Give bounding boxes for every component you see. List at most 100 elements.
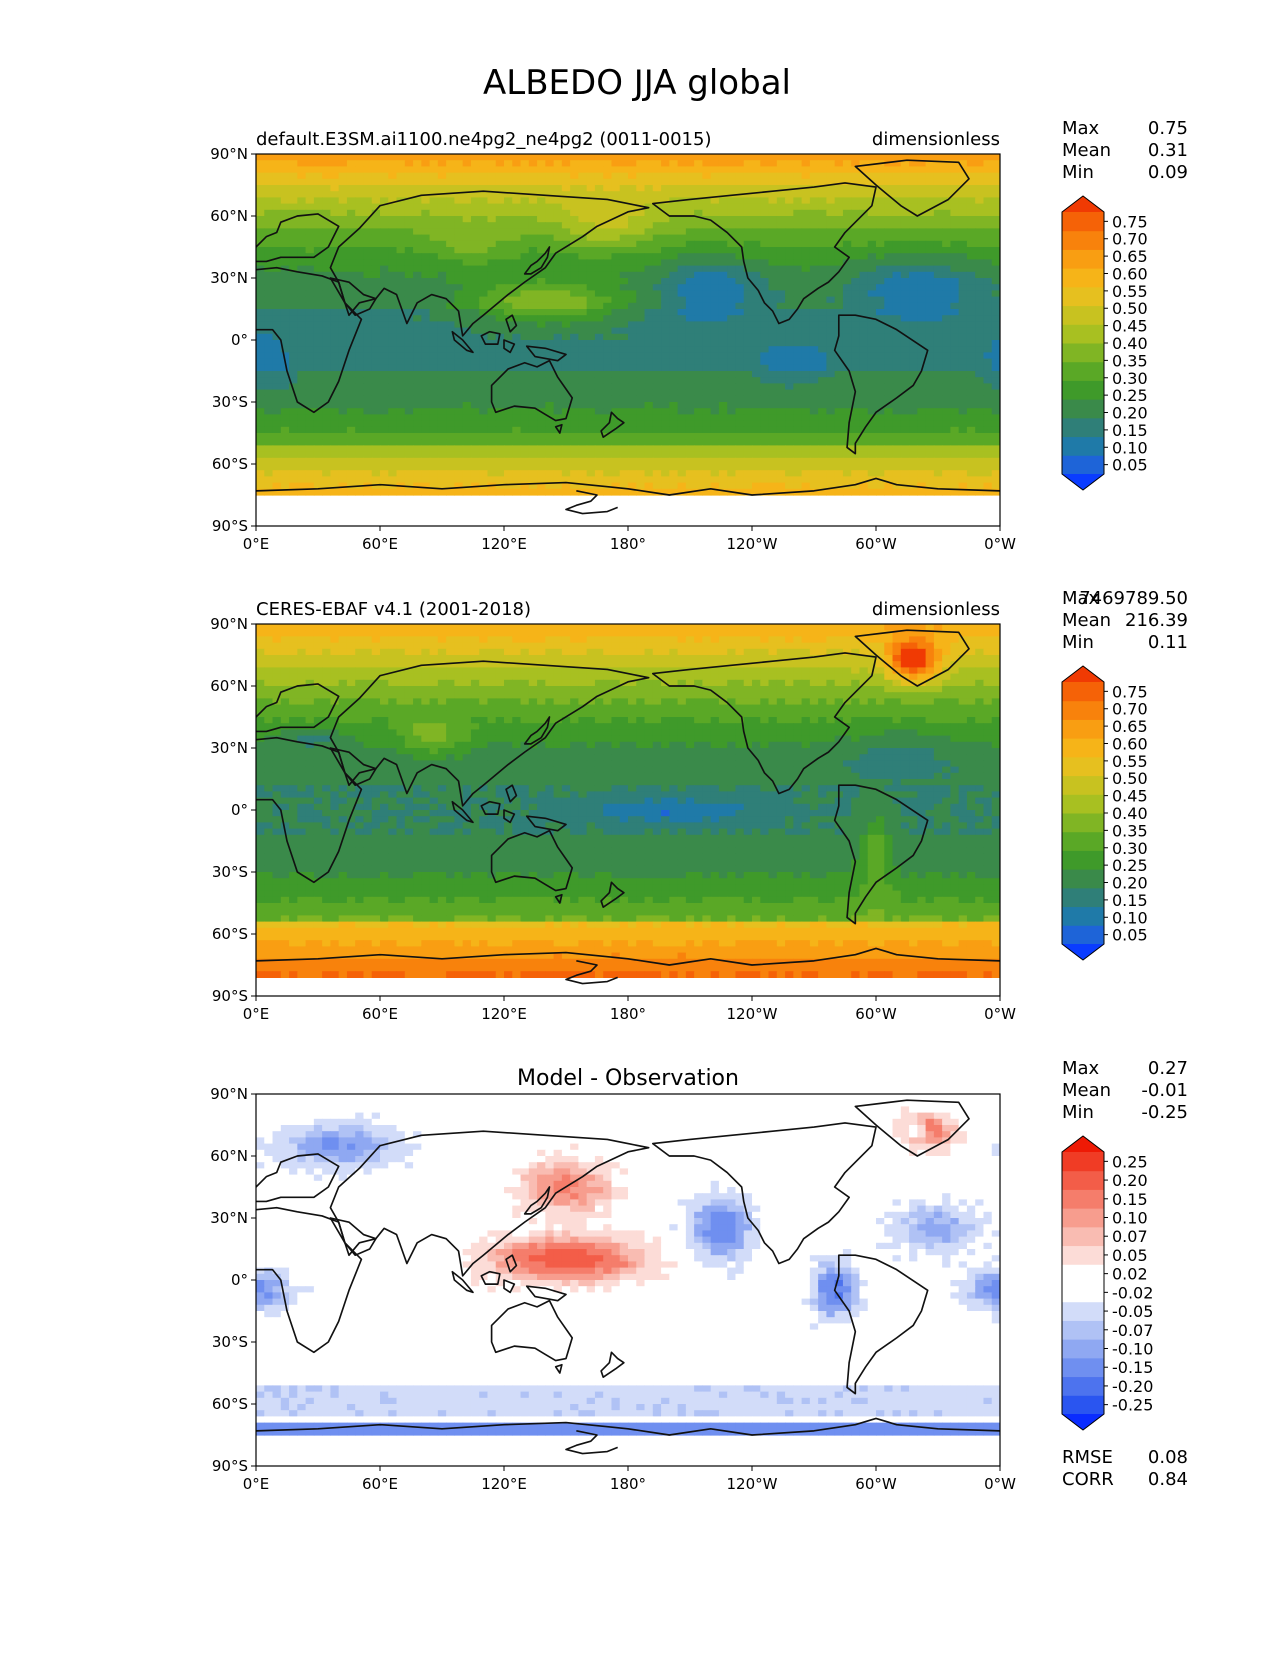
lon-tick-label: 0°E (243, 1475, 270, 1493)
colorbar: 0.250.200.150.100.070.050.02-0.02-0.05-0… (1062, 1136, 1153, 1430)
colorbar-segment (1062, 268, 1104, 287)
metric-label: RMSE (1062, 1447, 1113, 1468)
lat-tick-label: 60°N (210, 1147, 248, 1165)
colorbar-segment (1062, 794, 1104, 813)
stat-value: -0.25 (1141, 1102, 1188, 1123)
colorbar-tick-label: 0.15 (1112, 891, 1148, 910)
colorbar-tick-label: 0.55 (1112, 752, 1148, 771)
lon-tick-label: 0°E (243, 1005, 270, 1023)
figure-title: ALBEDO JJA global (483, 63, 791, 103)
units-label: dimensionless (872, 599, 1000, 620)
lon-tick-label: 120°E (481, 1005, 527, 1023)
colorbar-extend-min (1062, 1414, 1104, 1430)
lon-tick-label: 60°E (362, 1005, 398, 1023)
lat-tick-label: 60°S (212, 1395, 248, 1413)
panel-2: CERES-EBAF v4.1 (2001-2018) dimensionless… (210, 588, 1275, 1023)
colorbar: 0.750.700.650.600.550.500.450.400.350.30… (1062, 196, 1148, 490)
colorbar-segment (1062, 850, 1104, 869)
colorbar-tick-label: 0.70 (1112, 230, 1148, 249)
colorbar-tick-label: 0.30 (1112, 369, 1148, 388)
colorbar-segment (1062, 362, 1104, 381)
colorbar-tick-label: 0.65 (1112, 717, 1148, 736)
colorbar-segment (1062, 813, 1104, 832)
lat-tick-label: 90°N (210, 145, 248, 163)
colorbar-extend-max (1062, 196, 1104, 212)
colorbar-tick-label: 0.75 (1112, 212, 1148, 231)
colorbar-tick-label: 0.15 (1112, 1190, 1148, 1209)
colorbar-tick-label: 0.50 (1112, 769, 1148, 788)
colorbar-tick-label: -0.10 (1112, 1340, 1153, 1359)
colorbar-tick-label: -0.07 (1112, 1321, 1153, 1340)
stat-value: 216.39 (1125, 610, 1188, 631)
colorbar-tick-label: 0.02 (1112, 1265, 1148, 1284)
lat-tick-label: 60°N (210, 207, 248, 225)
colorbar-tick-label: -0.25 (1112, 1396, 1153, 1415)
lat-tick-label: 30°S (212, 393, 248, 411)
colorbar-segment (1062, 701, 1104, 720)
stat-value: 0.31 (1148, 140, 1188, 161)
stat-value: 0.09 (1148, 162, 1188, 183)
colorbar-segment (1062, 1395, 1104, 1414)
colorbar-segment (1062, 1264, 1104, 1283)
colorbar-extend-max (1062, 1136, 1104, 1152)
lat-tick-label: 90°S (212, 517, 248, 535)
lon-tick-label: 120°W (727, 1005, 778, 1023)
lon-tick-label: 0°W (984, 535, 1016, 553)
panel-title: Model - Observation (517, 1066, 739, 1091)
stat-label: Mean (1062, 140, 1111, 161)
colorbar-segment (1062, 1358, 1104, 1377)
colorbar-tick-label: 0.10 (1112, 438, 1148, 457)
panel-title: CERES-EBAF v4.1 (2001-2018) (256, 599, 531, 620)
lon-tick-label: 60°W (855, 1005, 897, 1023)
lon-tick-label: 180° (610, 1475, 646, 1493)
colorbar-segment (1062, 1189, 1104, 1208)
colorbar-tick-label: 0.65 (1112, 247, 1148, 266)
lon-tick-label: 120°E (481, 535, 527, 553)
stat-label: Min (1062, 632, 1094, 653)
colorbar-tick-label: 0.07 (1112, 1227, 1148, 1246)
colorbar-segment (1062, 682, 1104, 701)
lon-tick-label: 60°W (855, 1475, 897, 1493)
colorbar-segment (1062, 343, 1104, 362)
colorbar-segment (1062, 231, 1104, 250)
colorbar-segment (1062, 324, 1104, 343)
colorbar-tick-label: 0.20 (1112, 874, 1148, 893)
metric-label: CORR (1062, 1469, 1114, 1490)
colorbar-extend-min (1062, 474, 1104, 490)
colorbar-tick-label: 0.05 (1112, 926, 1148, 945)
colorbar-segment (1062, 832, 1104, 851)
colorbar-tick-label: 0.50 (1112, 299, 1148, 318)
colorbar-segment (1062, 1283, 1104, 1302)
lat-tick-label: 60°S (212, 455, 248, 473)
lat-tick-label: 0° (231, 801, 248, 819)
lon-tick-label: 120°W (727, 535, 778, 553)
colorbar-segment (1062, 869, 1104, 888)
lat-tick-label: 60°S (212, 925, 248, 943)
lat-tick-label: 30°N (210, 269, 248, 287)
colorbar-segment (1062, 306, 1104, 325)
colorbar-tick-label: 0.05 (1112, 1246, 1148, 1265)
colorbar-segment (1062, 1246, 1104, 1265)
stat-label: Min (1062, 162, 1094, 183)
lat-tick-label: 0° (231, 331, 248, 349)
colorbar-segment (1062, 888, 1104, 907)
lon-tick-label: 60°W (855, 535, 897, 553)
lat-tick-label: 90°N (210, 615, 248, 633)
stat-value: 0.27 (1148, 1058, 1188, 1079)
colorbar-segment (1062, 1171, 1104, 1190)
stat-label: Max (1062, 118, 1100, 139)
colorbar-tick-label: 0.15 (1112, 421, 1148, 440)
colorbar-tick-label: -0.20 (1112, 1377, 1153, 1396)
colorbar-segment (1062, 1377, 1104, 1396)
colorbar-tick-label: 0.35 (1112, 821, 1148, 840)
colorbar-tick-label: 0.45 (1112, 787, 1148, 806)
lat-tick-label: 30°N (210, 739, 248, 757)
colorbar: 0.750.700.650.600.550.500.450.400.350.30… (1062, 666, 1148, 960)
colorbar-extend-max (1062, 666, 1104, 682)
colorbar-tick-label: 0.10 (1112, 908, 1148, 927)
stat-label: Min (1062, 1102, 1094, 1123)
colorbar-tick-label: 0.55 (1112, 282, 1148, 301)
colorbar-segment (1062, 1320, 1104, 1339)
lon-tick-label: 120°W (727, 1475, 778, 1493)
lat-tick-label: 0° (231, 1271, 248, 1289)
